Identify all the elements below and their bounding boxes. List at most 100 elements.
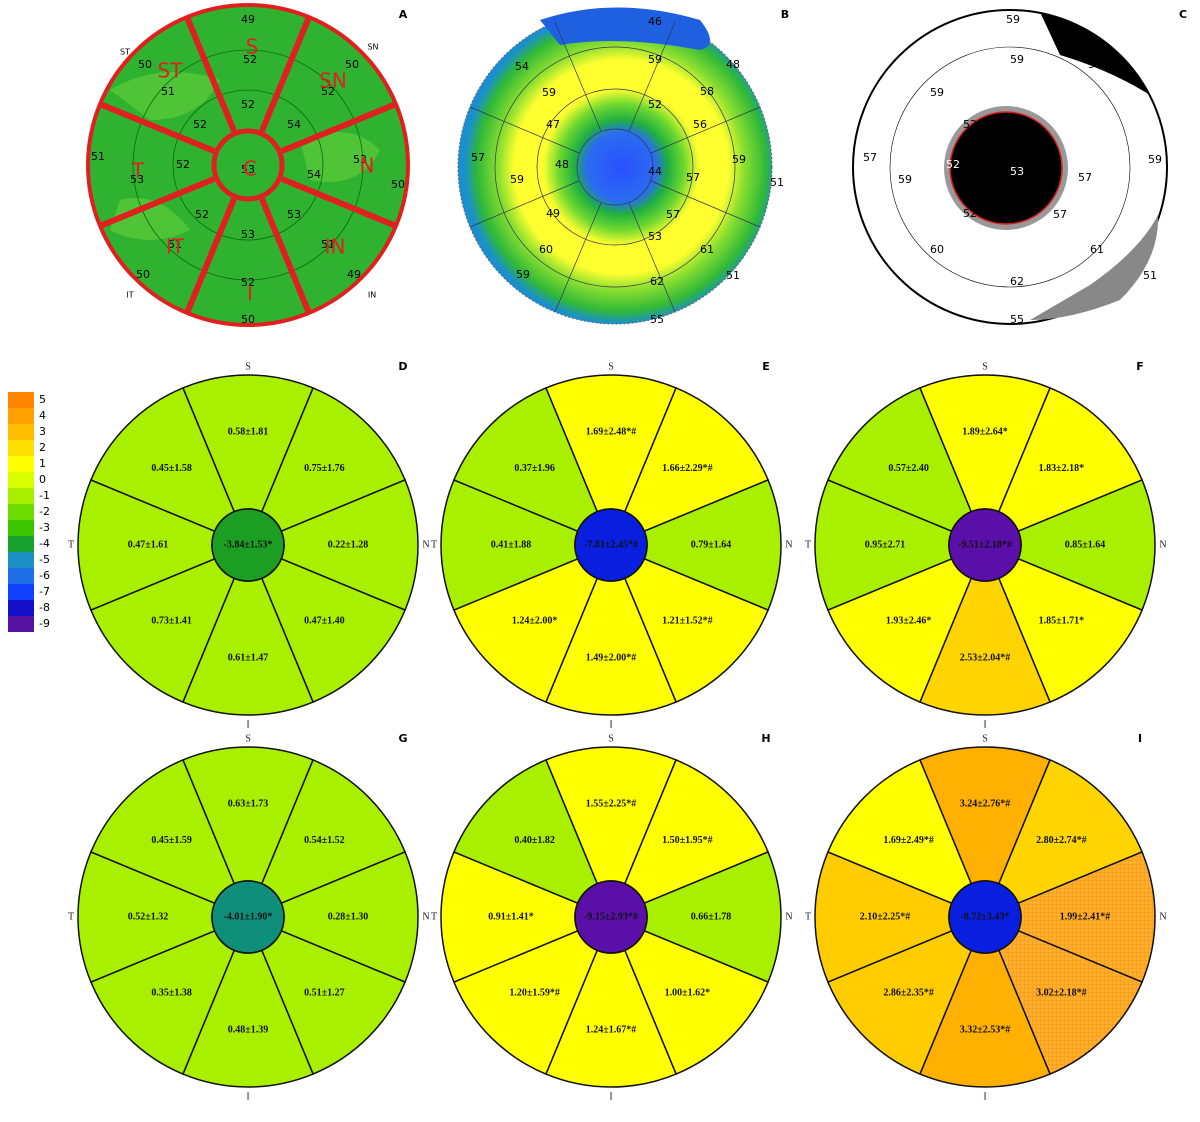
region-label: T [131,159,145,183]
thickness-value: 53 [130,173,144,186]
region-label: SN [319,69,347,93]
legend-label: 2 [39,441,46,454]
thickness-value: 54 [307,168,321,181]
orientation-label: T [68,539,74,550]
sector-value: 0.40±1.82 [514,835,555,846]
orientation-label: I [246,719,249,730]
sector-value: 1.21±1.52*# [662,616,713,627]
map-texture [1040,12,1150,95]
thickness-value: 50 [136,268,150,281]
legend-swatch [8,456,34,472]
sector-value: 0.48±1.39 [228,1024,269,1035]
thickness-value: 57 [1078,171,1092,184]
center-value: -3.84±1.53* [224,539,273,550]
sector-value: 2.86±2.35*# [883,988,934,999]
sector-value: 1.49±2.00*# [586,652,637,663]
orientation-label: I [246,1091,249,1102]
map-texture [1030,215,1159,320]
panel-letter: I [1138,732,1142,745]
legend-swatch [8,616,34,632]
orientation-label: N [422,911,429,922]
orientation-label: T [431,539,437,550]
orientation-label: T [805,911,811,922]
region-label: IT [166,235,185,259]
sector-value: 0.28±1.30 [328,911,369,922]
thickness-value: 52 [241,98,255,111]
thickness-value: 55 [650,313,664,326]
thickness-value: 51 [168,238,182,251]
sector-value: 3.32±2.53*# [960,1024,1011,1035]
center-zone [574,880,648,954]
thickness-value: 51 [770,176,784,189]
thickness-value: 52 [241,276,255,289]
thickness-value: 51 [321,238,335,251]
sector-value: 3.24±2.76*# [960,798,1011,809]
legend-label: 0 [39,473,46,486]
orientation-label: S [982,733,988,744]
legend-label: -3 [39,521,50,534]
thickness-value: 49 [546,207,560,220]
sector-lines [98,15,398,315]
sector-value: 1.93±2.46* [886,616,932,627]
thickness-value: 50 [241,313,255,326]
sector-value: 0.79±1.64 [691,539,732,550]
center-value: -4.01±1.90* [224,911,273,922]
map-texture [110,72,380,240]
panel-letter: B [781,8,789,21]
map-b [457,9,773,325]
sector-value: 0.95±2.71 [865,539,906,550]
orientation-label: S [608,733,614,744]
legend-label: 4 [39,409,46,422]
thickness-value: 53 [648,230,662,243]
sector-value: 0.37±1.96 [514,463,555,474]
thickness-value: 54 [515,60,529,73]
orientation-label: T [68,911,74,922]
sector-value: 2.10±2.25*# [860,911,911,922]
thickness-value: 60 [930,243,944,256]
sector-value: 0.47±1.61 [128,539,169,550]
sector-value: 1.24±2.00* [512,616,558,627]
sector-value: 0.75±1.76 [304,463,345,474]
center-value: -7.81±2.45*# [584,539,638,550]
sector-value: 2.53±2.04*# [960,652,1011,663]
legend-swatch [8,488,34,504]
sector-value: 1.83±2.18* [1039,463,1085,474]
center-ring [211,128,285,202]
center-zone [948,508,1022,582]
orientation-label: N [1159,911,1166,922]
sector-value: 1.24±1.67*# [586,1024,637,1035]
orientation-label: N [785,911,792,922]
orientation-label: N [1159,539,1166,550]
sector-value: 0.54±1.52 [304,835,345,846]
sector-value: 1.20±1.59*# [509,988,560,999]
panel-letter: A [399,8,408,21]
sector-value: 1.66±2.29*# [662,463,713,474]
thickness-value: 52 [321,85,335,98]
thickness-value: 52 [176,158,190,171]
region-label: ST [158,59,184,83]
orientation-label: T [805,539,811,550]
sector-value: 0.91±1.41* [488,911,534,922]
thickness-value: 59 [542,86,556,99]
thickness-value: 60 [539,243,553,256]
orientation-label: S [245,361,251,372]
sector-value: 1.50±1.95*# [662,835,713,846]
legend-swatch [8,440,34,456]
region-label: N [360,154,375,178]
sector-value: 0.85±1.64 [1065,539,1106,550]
orientation-label: N [422,539,429,550]
thickness-value: 52 [195,208,209,221]
legend-label: -8 [39,601,50,614]
center-zone [211,880,285,954]
legend-label: 1 [39,457,46,470]
legend-label: -9 [39,617,50,630]
thickness-value: 61 [1090,243,1104,256]
sector-value: 1.69±2.49*# [883,835,934,846]
panel-letter: G [398,732,407,745]
thickness-value: 57 [686,171,700,184]
map-rings [469,21,761,313]
sector-value: 0.58±1.81 [228,426,269,437]
sector-value: 3.02±2.18*# [1036,988,1087,999]
thickness-value: 51 [1143,269,1157,282]
